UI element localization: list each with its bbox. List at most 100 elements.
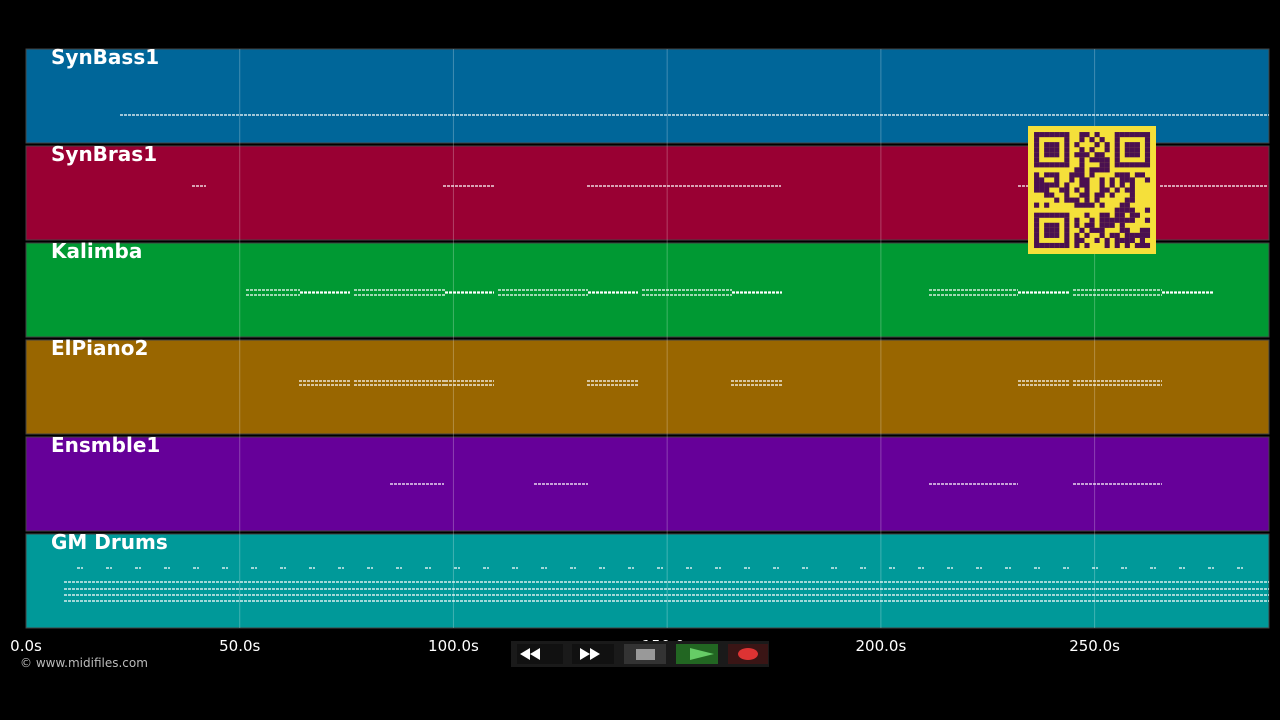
qr-cell [1054,177,1060,183]
qr-cell [1124,142,1130,148]
qr-cell [1074,187,1080,193]
track-lane [25,533,1270,629]
qr-cell [1049,162,1055,168]
qr-cell [1129,177,1135,183]
qr-cell [1144,162,1151,168]
qr-cell [1094,192,1100,198]
qr-cell [1104,217,1110,223]
stop-button[interactable] [624,644,666,664]
qr-cell [1109,177,1115,183]
qr-cell [1034,232,1040,238]
qr-cell [1039,212,1045,218]
qr-cell [1049,132,1055,138]
qr-cell [1074,167,1080,173]
qr-cell [1134,212,1140,218]
qr-cell [1119,227,1125,233]
qr-cell [1119,177,1125,183]
qr-cell [1034,152,1040,158]
qr-cell [1044,212,1050,218]
qr-cell [1064,152,1070,158]
x-tick-label: 100.0s [428,637,479,655]
qr-cell [1034,237,1040,243]
qr-cell [1134,162,1140,168]
qr-cell [1054,182,1060,188]
qr-cell [1054,142,1060,148]
qr-cell [1049,192,1055,198]
qr-cell [1074,142,1080,148]
qr-cell [1134,152,1140,158]
play-button[interactable] [676,644,718,664]
forward-button[interactable] [572,644,614,664]
qr-cell [1099,167,1105,173]
qr-cell [1059,242,1065,249]
qr-cell [1084,177,1090,183]
qr-code [1028,126,1156,254]
qr-cell [1034,182,1040,188]
qr-cell [1144,157,1151,163]
qr-cell [1044,222,1050,228]
qr-cell [1114,162,1120,168]
qr-cell [1139,172,1145,178]
qr-cell [1114,217,1120,223]
x-tick-label: 50.0s [219,637,260,655]
qr-cell [1044,152,1050,158]
qr-cell [1084,152,1090,158]
qr-cell [1099,227,1105,233]
qr-cell [1079,237,1085,243]
qr-cell [1049,152,1055,158]
qr-cell [1099,232,1105,238]
qr-cell [1064,237,1070,243]
qr-cell [1079,147,1085,153]
qr-cell [1114,142,1120,148]
track-name: Ensmble1 [51,433,160,457]
qr-cell [1084,242,1090,249]
qr-cell [1129,197,1135,203]
qr-cell [1089,147,1095,153]
qr-cell [1144,147,1151,153]
qr-cell [1099,212,1105,218]
qr-cell [1049,222,1055,228]
qr-cell [1129,192,1135,198]
qr-cell [1064,242,1070,249]
qr-cell [1099,192,1105,198]
qr-cell [1099,137,1105,143]
qr-cell [1034,187,1040,193]
qr-cell [1114,157,1120,163]
qr-cell [1129,232,1135,238]
qr-cell [1084,192,1090,198]
qr-cell [1119,222,1125,228]
record-button[interactable] [728,644,768,664]
qr-cell [1044,147,1050,153]
qr-cell [1044,182,1050,188]
qr-cell [1089,222,1095,228]
qr-cell [1089,172,1095,178]
qr-cell [1119,132,1125,138]
rewind-button[interactable] [517,644,563,664]
qr-cell [1059,132,1065,138]
qr-cell [1059,162,1065,168]
qr-cell [1084,187,1090,193]
qr-cell [1139,242,1145,249]
record-icon [738,648,758,660]
qr-cell [1139,237,1145,243]
qr-cell [1124,242,1130,249]
qr-cell [1114,137,1120,143]
qr-cell [1074,197,1080,203]
x-tick-label: 0.0s [10,637,42,655]
qr-cell [1074,152,1080,158]
qr-cell [1124,217,1130,223]
qr-cell [1114,242,1120,249]
qr-cell [1039,132,1045,138]
qr-cell [1084,232,1090,238]
qr-cell [1129,212,1135,218]
qr-cell [1059,212,1065,218]
qr-cell [1109,217,1115,223]
play-icon [690,648,714,660]
qr-cell [1114,152,1120,158]
qr-cell [1114,212,1120,218]
qr-cell [1054,162,1060,168]
qr-cell [1034,202,1040,208]
qr-cell [1144,227,1151,233]
